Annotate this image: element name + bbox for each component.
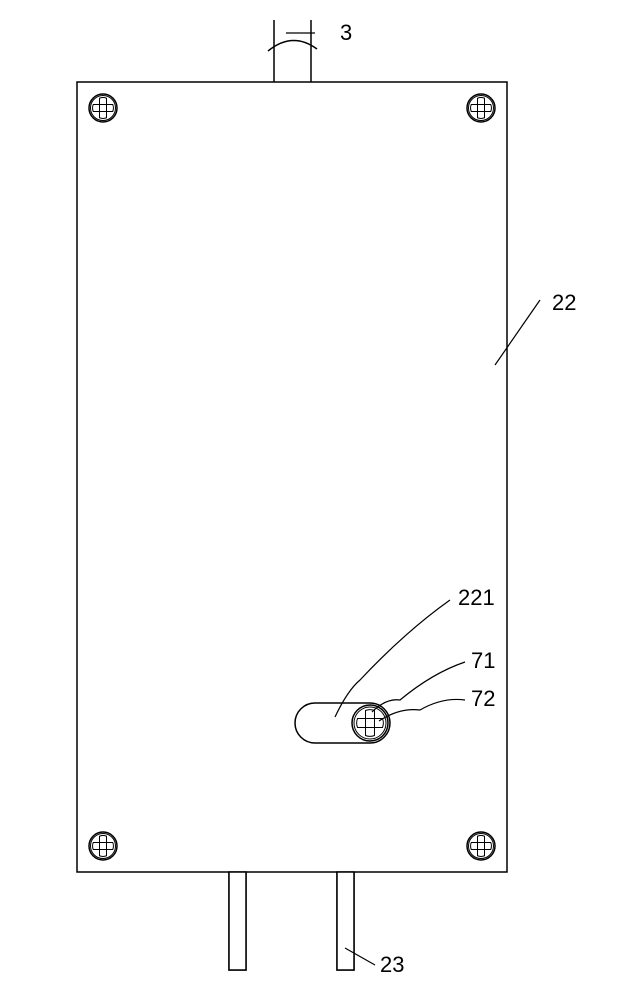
- callout-71: 71: [471, 648, 495, 673]
- callout-221: 221: [458, 585, 495, 610]
- callout-22: 22: [552, 290, 576, 315]
- panel-plate: [77, 82, 507, 872]
- callout-23: 23: [380, 952, 404, 977]
- callout-72: 72: [471, 686, 495, 711]
- callout-3: 3: [340, 20, 352, 45]
